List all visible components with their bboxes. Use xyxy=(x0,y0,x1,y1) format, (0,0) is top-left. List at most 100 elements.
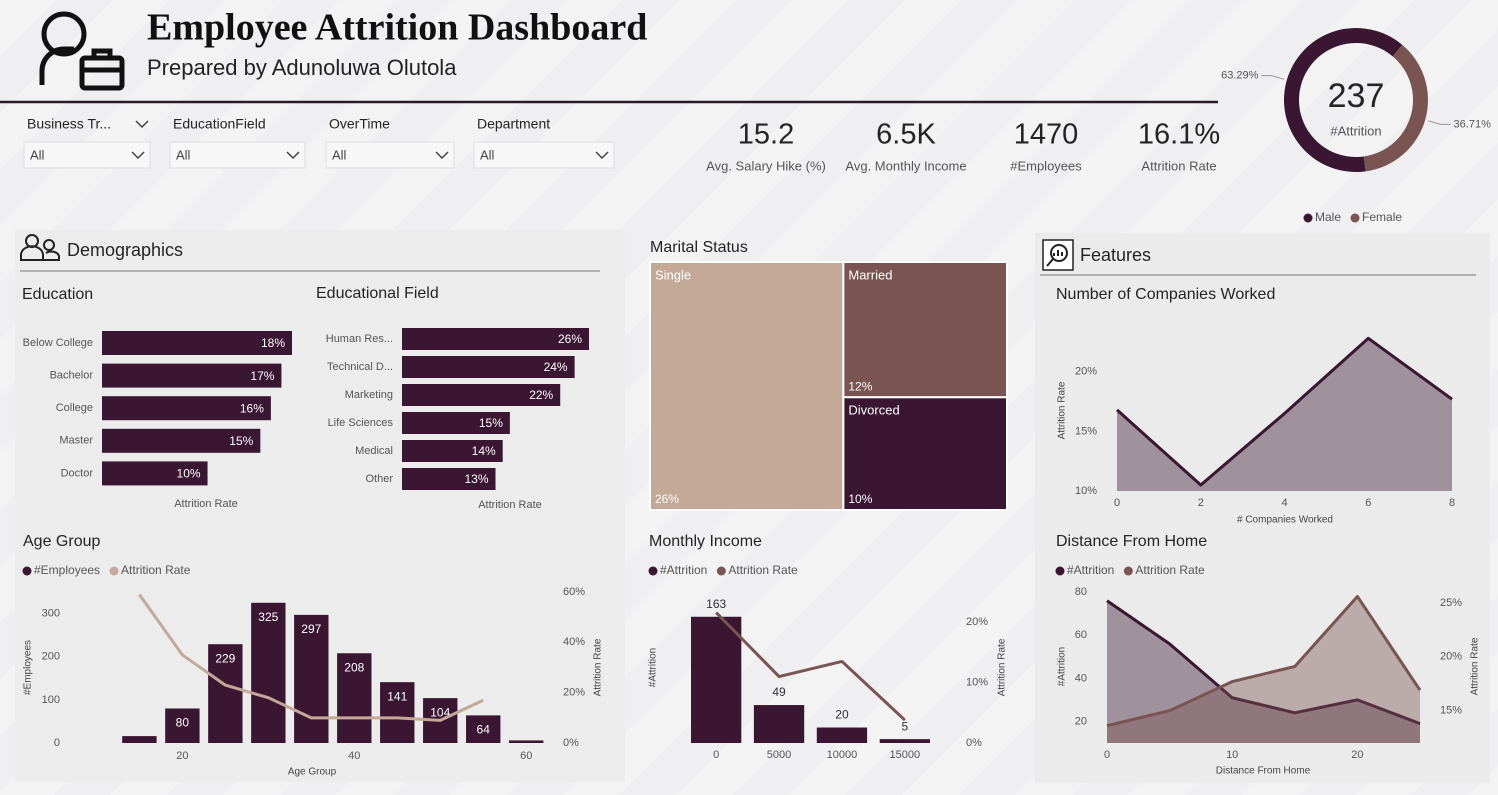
bar xyxy=(165,708,200,743)
donut-slice xyxy=(1363,44,1429,172)
area xyxy=(1107,596,1420,743)
y2-tick-label: 20% xyxy=(563,687,585,699)
data-label: 5 xyxy=(901,719,908,733)
line xyxy=(138,593,484,722)
tile-label: Divorced xyxy=(848,403,899,418)
legend-marker xyxy=(22,566,32,576)
data-label: 12% xyxy=(848,379,872,393)
y-tick-label: 300 xyxy=(42,607,60,619)
data-label: 18% xyxy=(261,336,285,350)
y-tick-label: Bachelor xyxy=(50,370,94,382)
leader-line xyxy=(1261,75,1285,80)
y-tick-label: 80 xyxy=(1075,586,1087,598)
filter-dropdown[interactable] xyxy=(473,141,615,169)
bar xyxy=(122,736,157,743)
y-tick-label: Below College xyxy=(23,337,93,349)
bar xyxy=(691,616,742,743)
y2-tick-label: 40% xyxy=(563,636,585,648)
bar xyxy=(402,384,561,406)
data-label: 208 xyxy=(344,660,364,674)
chart-title: Educational Field xyxy=(316,285,439,302)
y-tick-label: College xyxy=(56,402,93,414)
y2-axis-title: Attrition Rate xyxy=(1470,637,1481,695)
data-label: 24% xyxy=(544,360,568,374)
legend-marker xyxy=(1303,213,1313,223)
bar xyxy=(402,440,503,462)
y2-axis-title: Attrition Rate xyxy=(593,638,604,696)
x-tick-label: 10000 xyxy=(827,749,858,761)
chevron xyxy=(435,151,449,160)
title: Employee Attrition Dashboard xyxy=(147,7,647,49)
legend-marker xyxy=(1123,566,1133,576)
data-label: 20 xyxy=(835,708,849,722)
y-tick-label: 40 xyxy=(1075,672,1087,684)
donut-slice xyxy=(1284,27,1403,173)
kpi-center-label: #Attrition xyxy=(1330,123,1381,138)
legend-marker xyxy=(716,566,726,576)
data-label: 104 xyxy=(430,705,450,719)
x-tick-label: 0 xyxy=(1104,749,1110,761)
filter-dropdown[interactable] xyxy=(23,141,151,169)
bar xyxy=(509,740,544,743)
kpi-label: Avg. Salary Hike (%) xyxy=(706,158,826,173)
data-label: 49 xyxy=(772,685,786,699)
x-tick-label: 10 xyxy=(1226,749,1238,761)
chevron xyxy=(131,151,145,160)
legend-label: Attrition Rate xyxy=(1135,563,1205,577)
kpi-value: 15.2 xyxy=(738,119,794,151)
y-tick-label: Marketing xyxy=(345,389,393,401)
bar xyxy=(102,363,282,388)
y-tick-label: 15% xyxy=(1075,425,1097,437)
chart-title: Number of Companies Worked xyxy=(1056,286,1275,303)
data-label: 16% xyxy=(240,401,264,415)
x-tick-label: 40 xyxy=(348,750,360,762)
data-label: 63.29% xyxy=(1221,70,1259,82)
treemap-tile xyxy=(842,396,1008,512)
y-tick-label: 0 xyxy=(54,737,60,749)
chevron xyxy=(595,151,609,160)
x-axis-title: Distance From Home xyxy=(1216,766,1311,777)
bar xyxy=(102,331,292,355)
kpi-label: #Employees xyxy=(1010,158,1082,173)
line xyxy=(1106,594,1422,728)
legend-marker xyxy=(1055,566,1065,576)
header-icon xyxy=(39,11,125,91)
data-label: 229 xyxy=(215,651,235,665)
x-tick-label: 0 xyxy=(713,749,719,761)
legend-label: Male xyxy=(1315,210,1341,224)
filter-dropdown[interactable] xyxy=(169,141,306,169)
y2-axis-title: Attrition Rate xyxy=(997,638,1008,696)
y-axis-title: #Attrition xyxy=(1057,647,1068,686)
line xyxy=(1106,599,1421,726)
y2-tick-label: 0% xyxy=(563,737,579,749)
tile-label: Single xyxy=(655,267,691,282)
y-tick-label: Other xyxy=(365,473,393,485)
y-tick-label: 20% xyxy=(1075,366,1097,378)
data-label: 26% xyxy=(655,492,679,506)
x-tick-label: 4 xyxy=(1281,497,1287,509)
data-label: 13% xyxy=(464,472,488,486)
bar xyxy=(102,461,208,486)
data-label: 64 xyxy=(477,723,491,737)
features-panel xyxy=(1035,233,1490,783)
x-tick-label: 8 xyxy=(1449,497,1455,509)
filter-dropdown[interactable] xyxy=(325,141,455,169)
filter-label: Business Tr... xyxy=(27,116,111,132)
y-axis-title: #Attrition xyxy=(648,648,659,687)
subtitle: Prepared by Adunoluwa Olutola xyxy=(147,55,457,80)
y2-tick-label: 20% xyxy=(966,616,988,628)
filter-value: All xyxy=(30,147,45,162)
demographics-icon xyxy=(20,234,60,261)
data-label: 22% xyxy=(529,388,553,402)
filter-value: All xyxy=(480,147,495,162)
treemap-tile xyxy=(842,261,1008,399)
line xyxy=(1115,336,1453,487)
bar xyxy=(402,328,589,350)
y-tick-label: 200 xyxy=(42,651,60,663)
x-tick-label: 5000 xyxy=(767,749,791,761)
x-axis-title: Attrition Rate xyxy=(478,499,542,511)
features-icon xyxy=(1042,239,1074,271)
bar xyxy=(402,356,575,378)
